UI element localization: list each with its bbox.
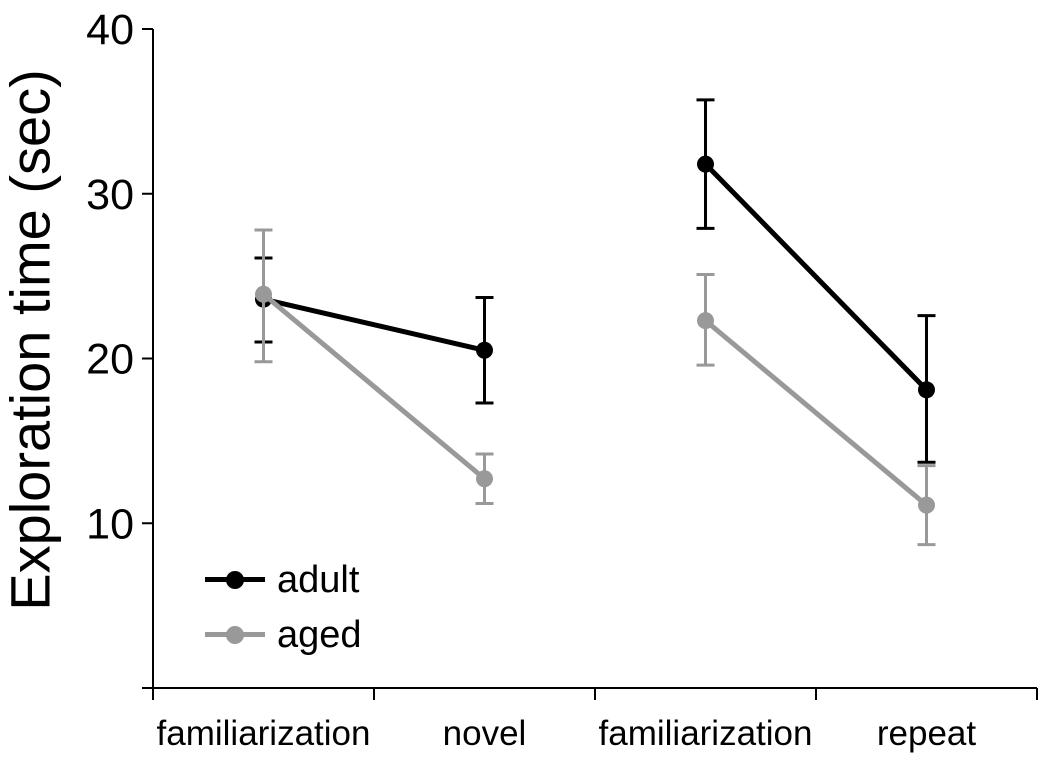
- axes: 10 20 30 40 familiarization novel familiarizat…: [86, 6, 1038, 753]
- legend-item-adult: adult: [205, 552, 362, 607]
- x-category-label: repeat: [877, 714, 977, 753]
- series-aged: [254, 228, 936, 547]
- adult-line-segment: [703, 162, 929, 392]
- legend-label-adult: adult: [277, 558, 360, 601]
- adult-dot-icon: [226, 570, 244, 589]
- adult-line-segment: [262, 296, 486, 353]
- aged-line-marker-swatch: [205, 624, 265, 646]
- y-tick-label: 40: [86, 6, 134, 54]
- aged-dot-icon: [226, 625, 244, 644]
- aged-data-point-novel: [476, 470, 493, 488]
- x-category-label: familiarization: [157, 714, 371, 753]
- aged-line-segment: [703, 318, 929, 508]
- aged-data-point-familiarization: [697, 312, 714, 330]
- adult-data-point-repeat: [918, 381, 935, 399]
- adult-data-point-novel: [476, 341, 493, 359]
- y-tick-label: 30: [86, 171, 134, 219]
- series-adult: [254, 98, 936, 464]
- y-tick-label: 20: [86, 336, 134, 384]
- legend: adult aged: [205, 552, 362, 662]
- aged-data-point-familiarization: [255, 285, 272, 303]
- x-category-label: familiarization: [599, 714, 813, 753]
- adult-line-marker-swatch: [205, 569, 265, 591]
- legend-item-aged: aged: [205, 607, 362, 662]
- y-tick-label: 10: [86, 500, 134, 548]
- adult-data-point-familiarization: [697, 155, 714, 173]
- aged-data-point-repeat: [918, 496, 935, 514]
- legend-label-aged: aged: [277, 613, 362, 656]
- x-category-label: novel: [443, 714, 527, 753]
- aged-line-segment: [261, 292, 487, 481]
